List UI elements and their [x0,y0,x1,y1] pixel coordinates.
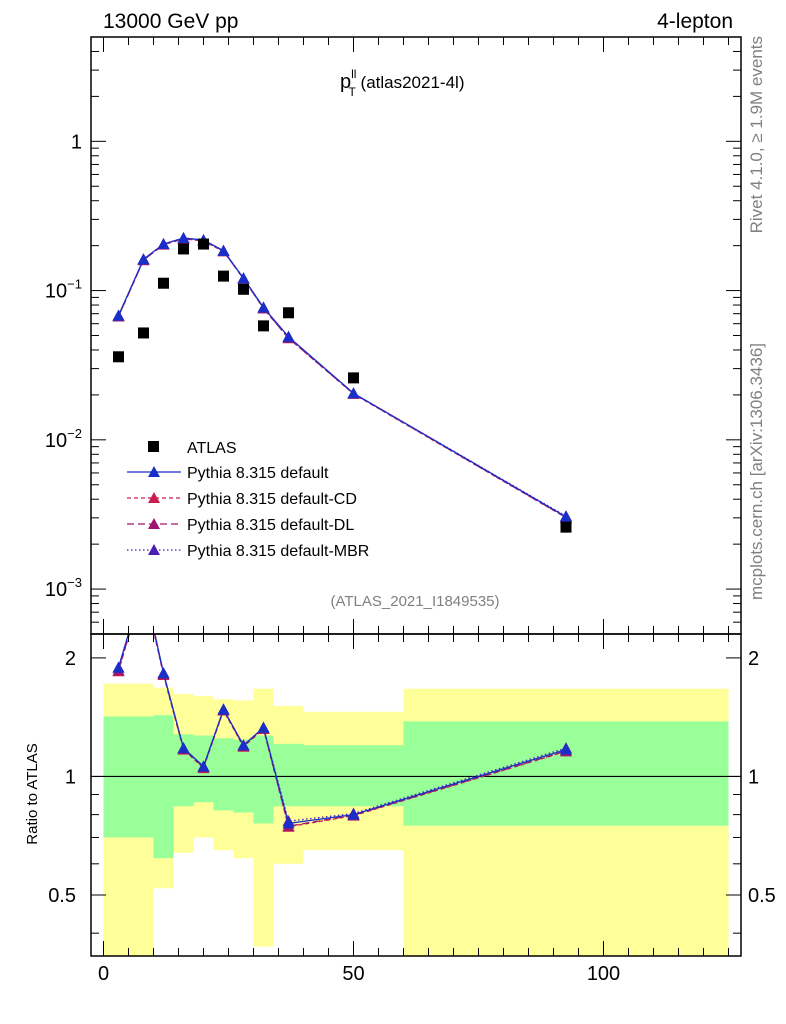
mcplots-label: mcplots.cern.ch [arXiv:1306.3436] [747,343,766,600]
series-point-pythia-8-315-default [282,330,295,342]
series-line-pythia-8-315-default-dl [117,237,567,518]
atlas-data-point [178,243,189,255]
x-tick-label: 0 [98,963,109,985]
x-tick-label: 100 [587,963,620,985]
ratio-band-green [253,735,274,824]
atlas-data-point [238,283,249,295]
y-tick-label-exponent: −2 [67,426,82,441]
y-tick-label: 10−3 [45,575,82,601]
ratio-line-pythia-8-315-default-mbr [117,634,567,822]
legend-marker-default [148,466,160,477]
ratio-band-green [403,721,729,826]
ratio-band-green [303,745,404,807]
legend-marker-atlas [148,441,159,452]
ratio-panel-frame [90,633,742,957]
analysis-id-label: (ATLAS_2021_I1849535) [330,593,499,610]
series-point-pythia-8-315-default [137,253,150,265]
ratio-point-pythia-8-315-default-mbr [138,577,150,588]
ratio-band-green [153,715,174,859]
legend-label-cd: Pythia 8.315 default-CD [187,491,357,508]
legend-marker-mbr [148,544,160,555]
ratio-point-pythia-8-315-default-dl [138,579,150,590]
legend-marker-dl [148,518,160,529]
main-axis-ticks [91,36,741,635]
main-y-tick-labels: 110−110−210−3 [45,131,82,601]
ratio-point-pythia-8-315-default [217,703,230,715]
legend: ATLAS Pythia 8.315 default Pythia 8.315 … [127,440,369,560]
ratio-y-tick-label-left: 1 [65,766,76,788]
title-subscript: T [348,85,356,99]
ratio-point-pythia-8-315-default [257,721,270,733]
series-point-pythia-8-315-default [257,301,270,313]
ratio-y-tick-labels: 0.5 0.5 1 1 2 2 [48,648,776,907]
ratio-point-pythia-8-315-default [197,760,210,772]
ratio-uncertainty-bands [103,683,729,956]
atlas-data-point [560,521,572,533]
title-main: p [340,71,351,93]
atlas-data-point [158,277,169,289]
title-suffix: (atlas2021-4l) [356,73,465,92]
title-superscript: ll [351,67,356,81]
ratio-point-pythia-8-315-default [560,743,572,755]
ratio-point-pythia-8-315-default [112,661,125,673]
ratio-y-tick-label-right: 1 [748,766,759,788]
rivet-version-label: Rivet 4.1.0, ≥ 1.9M events [747,36,766,233]
legend-marker-cd [148,492,160,503]
ratio-y-tick-label-right: 0.5 [748,885,776,907]
ratio-y-tick-label-left: 2 [65,648,76,670]
legend-label-dl: Pythia 8.315 default-DL [187,517,354,534]
ratio-band-green [213,738,234,811]
y-tick-label-base: 10 [45,579,67,601]
ratio-y-axis-label: Ratio to ATLAS [24,743,41,844]
y-tick-label-exponent: −3 [67,575,82,590]
series-point-pythia-8-315-default [347,387,360,399]
legend-label-atlas: ATLAS [187,440,237,457]
ratio-point-pythia-8-315-default-cd [138,580,150,591]
ratio-y-tick-label-left: 0.5 [48,885,76,907]
series-point-pythia-8-315-default [157,238,170,250]
ratio-point-pythia-8-315-default [138,577,150,588]
y-tick-label: 10−2 [45,426,82,452]
ratio-point-pythia-8-315-default [157,667,170,679]
main-series-layer [112,232,572,523]
legend-label-default: Pythia 8.315 default [187,465,329,482]
y-tick-label: 1 [71,131,82,153]
series-point-pythia-8-315-default [560,510,572,522]
x-tick-label: 50 [342,963,364,985]
y-tick-label-base: 10 [45,430,67,452]
ratio-point-pythia-8-315-default [177,742,190,754]
y-tick-label-exponent: −1 [67,277,82,292]
y-tick-label-base: 1 [71,131,82,153]
series-point-pythia-8-315-default [177,232,190,244]
x-tick-labels: 0 50 100 [98,963,620,985]
series-point-pythia-8-315-default [237,272,250,284]
y-tick-label-base: 10 [45,281,67,303]
series-line-pythia-8-315-default [117,237,567,518]
series-line-pythia-8-315-default-cd [117,238,567,519]
header-left: 13000 GeV pp [103,10,238,33]
series-point-pythia-8-315-default [217,244,230,256]
main-data-layer [113,238,572,533]
ratio-series-layer [91,577,741,832]
ratio-point-pythia-8-315-default [347,808,360,820]
legend-label-mbr: Pythia 8.315 default-MBR [187,543,369,560]
atlas-data-point [113,351,124,363]
ratio-y-tick-label-right: 2 [748,648,759,670]
series-line-pythia-8-315-default-mbr [117,237,567,517]
series-point-pythia-8-315-default [112,309,125,321]
y-tick-label: 10−1 [45,277,82,303]
atlas-data-point [348,372,359,384]
ratio-point-pythia-8-315-default [237,739,250,751]
ratio-point-pythia-8-315-default [282,817,295,829]
atlas-data-point [218,270,229,282]
ratio-band-green [273,743,304,807]
ratio-axis-ticks [91,634,741,956]
atlas-data-point [198,238,209,250]
atlas-data-point [258,320,269,332]
plot-title: pll T (atlas2021-4l) [340,67,464,99]
header-right: 4-lepton [657,10,733,33]
atlas-data-point [138,327,149,339]
atlas-data-point [283,307,294,319]
